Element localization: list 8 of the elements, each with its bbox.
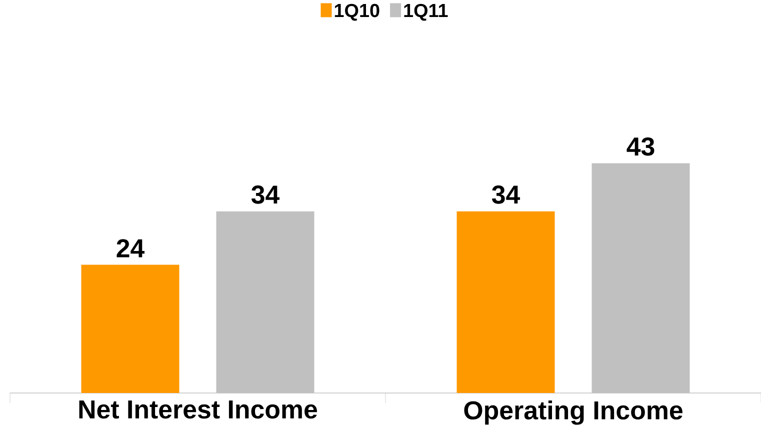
data-label: 24 <box>116 239 145 258</box>
legend-label: 1Q11 <box>404 4 448 21</box>
x-tick-label: Net Interest Income <box>79 400 318 419</box>
data-label: 43 <box>626 137 654 156</box>
x-tick-label: Operating Income <box>464 400 682 425</box>
legend-label: 1Q10 <box>334 4 380 21</box>
data-label: 34 <box>492 185 520 204</box>
data-label: 34 <box>251 185 280 204</box>
